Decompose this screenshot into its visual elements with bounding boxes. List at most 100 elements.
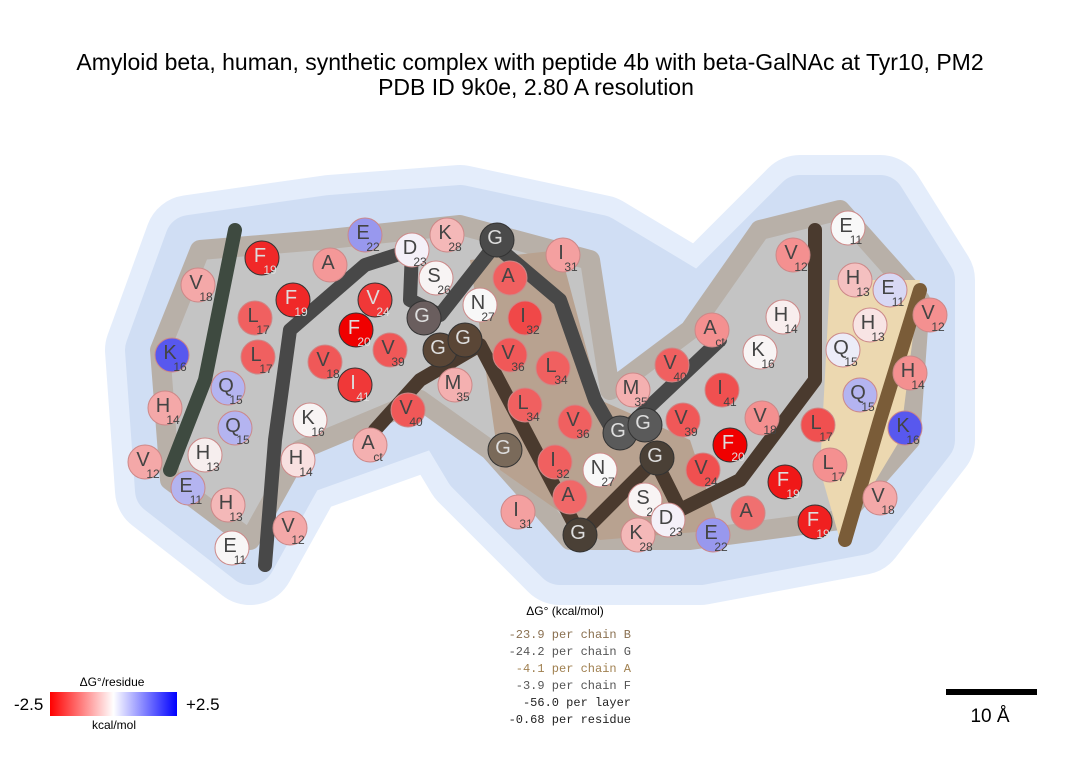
residue-letter: H [289,447,303,469]
residue-number: 34 [554,373,568,387]
residue: A [492,260,528,296]
residue: L34 [535,350,571,387]
residue-letter: G [647,445,663,467]
residue-number: 17 [256,323,270,337]
residue-blob [694,312,730,348]
residue-letter: G [487,227,503,249]
residue-letter: M [445,372,462,394]
residue-letter: V [753,405,767,427]
residue: V40 [390,392,426,429]
residue-blob [210,370,246,406]
residue: M35 [437,367,473,404]
scale-bar [946,689,1037,695]
residue-letter: K [301,407,315,429]
residue-blob [292,402,328,438]
residue: L17 [237,300,273,337]
residue: V39 [372,332,408,369]
residue-number: 16 [311,425,325,439]
residue: I32 [537,444,573,481]
residue-blob [665,402,701,438]
residue: G [639,440,675,476]
residue: D23 [650,502,686,539]
energy-line: -4.1 per chain A [516,662,632,676]
residue: F19 [767,464,803,501]
residue-blob [639,440,675,476]
residue-number: 22 [714,540,728,554]
residue: H13 [210,487,246,524]
residue: G [487,432,523,468]
energy-line: -0.68 per residue [509,713,631,727]
residue-blob [492,260,528,296]
residue: S26 [418,260,454,297]
residue-blob [244,240,280,276]
residue-blob [582,452,618,488]
residue-blob [180,267,216,303]
residue: E22 [347,217,383,254]
residue-letter: H [846,267,860,289]
residue: H14 [765,299,801,336]
residue-number: 41 [356,390,370,404]
residue: E11 [830,210,866,247]
energy-line: -23.9 per chain B [509,628,631,642]
residue-letter: E [704,522,717,544]
residue-letter: K [438,222,452,244]
residue: A [730,495,766,531]
residue-letter: G [570,522,586,544]
residue-blob [535,350,571,386]
residue-letter: D [659,507,673,529]
residue-blob [217,410,253,446]
residue-letter: I [717,377,723,399]
residue-number: 18 [326,367,340,381]
residue-number: 27 [601,475,615,489]
residue-blob [307,344,343,380]
residue-letter: F [722,432,734,454]
residue-number: 17 [819,430,833,444]
colorbar-title: ΔG°/residue [80,675,145,689]
residue-letter: V [136,449,150,471]
residue-number: 18 [763,423,777,437]
residue-letter: H [156,395,170,417]
residue-blob [767,464,803,500]
residue-letter: Q [850,382,866,404]
title: Amyloid beta, human, synthetic complex w… [76,49,983,75]
residue: H13 [837,262,873,299]
residue-letter: V [399,397,413,419]
residue-blob [487,432,523,468]
residue-number: 35 [456,390,470,404]
residue-blob [812,447,848,483]
residue: M35 [615,372,651,409]
residue-letter: H [219,492,233,514]
residue-letter: V [189,272,203,294]
residue-letter: E [881,277,894,299]
residue-blob [654,347,690,383]
residue: N27 [582,452,618,489]
residue-blob [650,502,686,538]
residue-number: 40 [673,370,687,384]
residue-number: 36 [576,427,590,441]
residue: V36 [492,337,528,374]
residue-letter: L [247,305,258,327]
residue-letter: G [430,337,446,359]
residue-blob [437,367,473,403]
residue: V40 [654,347,690,384]
residue-letter: S [427,265,440,287]
residue-blob [429,217,465,253]
residue-letter: K [896,415,910,437]
residue-number: 23 [413,255,427,269]
residue: V18 [862,480,898,517]
residue-letter: I [513,499,519,521]
residue-blob [620,517,656,553]
residue: F19 [244,240,280,277]
residue-blob [210,487,246,523]
residue-number: 31 [564,260,578,274]
residue-letter: I [558,242,564,264]
residue-number: 24 [376,305,390,319]
residue-letter: V [366,287,380,309]
residue-blob [170,470,206,506]
residue: V39 [665,402,701,439]
residue-number: 15 [236,433,250,447]
residue-letter: L [810,412,821,434]
residue-number: 17 [259,362,273,376]
residue-number: 26 [437,283,451,297]
